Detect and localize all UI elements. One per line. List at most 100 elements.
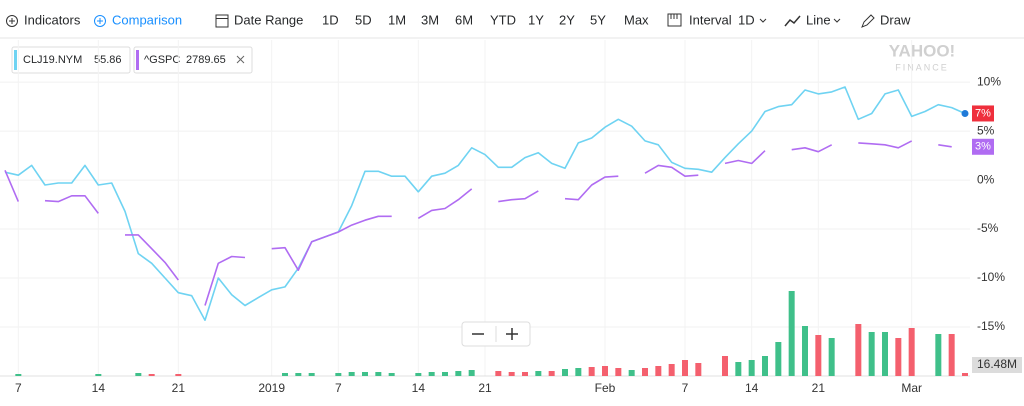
volume-bar bbox=[148, 374, 155, 376]
draw-icon bbox=[861, 14, 875, 28]
volume-bar bbox=[668, 364, 675, 376]
volume-bar bbox=[388, 373, 395, 376]
chevron bbox=[833, 18, 841, 23]
range-button[interactable]: 6M bbox=[455, 12, 473, 27]
legend-symbol: ^GSPC bbox=[144, 54, 180, 66]
x-tick-label: 14 bbox=[412, 381, 426, 395]
volume-bar bbox=[868, 332, 875, 376]
x-tick-label: 14 bbox=[745, 381, 759, 395]
volume-bar bbox=[348, 372, 355, 376]
y-tick-label: 5% bbox=[977, 123, 995, 137]
volume-bar bbox=[882, 332, 888, 376]
end-label: 3% bbox=[975, 141, 991, 153]
plot: 10% 5% 0% -5% -10% -15% 7 14 21 2019 7 14 21 Feb 7 14 21… bbox=[0, 40, 1022, 395]
volume-bar bbox=[575, 368, 582, 376]
y-tick-label: 10% bbox=[977, 74, 1001, 88]
draw-button[interactable]: Draw bbox=[880, 12, 911, 27]
volume-bar bbox=[15, 374, 22, 376]
volume-bar bbox=[428, 372, 435, 376]
x-tick-label: 21 bbox=[812, 381, 826, 395]
volume-bar bbox=[682, 360, 688, 376]
x-tick-label: 7 bbox=[682, 381, 689, 395]
remove-comparison[interactable] bbox=[236, 55, 245, 64]
end-label: 7% bbox=[975, 107, 991, 119]
range-button[interactable]: 1M bbox=[388, 12, 406, 27]
calendar-icon bbox=[215, 14, 229, 28]
x-tick-label: 7 bbox=[335, 381, 342, 395]
y-tick-label: -10% bbox=[977, 270, 1005, 284]
x-tick-label: 21 bbox=[478, 381, 492, 395]
volume-bar bbox=[468, 370, 475, 376]
y-tick-label: -15% bbox=[977, 319, 1005, 333]
volume-bar bbox=[655, 366, 662, 376]
end-label-box bbox=[972, 138, 994, 155]
comparison-button[interactable]: Comparison bbox=[112, 12, 182, 27]
last-point bbox=[961, 109, 969, 117]
volume-bar bbox=[735, 362, 742, 376]
range-button[interactable]: 2Y bbox=[559, 12, 575, 27]
volume-bar bbox=[508, 372, 515, 376]
volume-bar bbox=[908, 328, 915, 376]
volume-bar bbox=[535, 371, 542, 376]
x-tick-label: 21 bbox=[172, 381, 186, 395]
legend-chip[interactable] bbox=[11, 46, 131, 74]
volume-bar bbox=[295, 373, 302, 376]
range-button[interactable]: 3M bbox=[421, 12, 439, 27]
volume-bar bbox=[815, 335, 822, 376]
interval-button[interactable]: 1D bbox=[738, 12, 755, 27]
date-range-button[interactable]: Date Range bbox=[234, 12, 303, 27]
legend-chip[interactable] bbox=[133, 46, 253, 74]
watermark-product: FINANCE bbox=[895, 62, 949, 72]
legend-swatch bbox=[14, 50, 17, 70]
volume-bar bbox=[442, 372, 448, 376]
indicators-button[interactable]: Indicators bbox=[24, 12, 81, 27]
volume-bar bbox=[522, 372, 528, 376]
volume-bar bbox=[775, 342, 782, 376]
volume-bar bbox=[375, 372, 382, 376]
x-tick-label: 7 bbox=[15, 381, 22, 395]
volume-bar bbox=[602, 366, 608, 376]
volume-bar bbox=[802, 326, 808, 376]
x-tick-label: 2019 bbox=[258, 381, 285, 395]
chart-style-button[interactable]: Line bbox=[806, 12, 831, 27]
volume-bar bbox=[642, 368, 648, 376]
volume-bar bbox=[628, 370, 635, 376]
legend-price: 2789.65 bbox=[186, 54, 226, 66]
volume-bar bbox=[135, 373, 142, 376]
legend-swatch bbox=[136, 50, 139, 70]
range-button[interactable]: 5D bbox=[355, 12, 372, 27]
series-line bbox=[4, 140, 952, 306]
volume-bar bbox=[695, 363, 702, 376]
volume-bar bbox=[308, 373, 315, 376]
volume-bar bbox=[175, 374, 182, 376]
toolbar: Indicators Comparison Date Range Interva… bbox=[6, 12, 911, 28]
volume-bar bbox=[762, 356, 768, 376]
volume-bar bbox=[948, 334, 955, 376]
volume-bar bbox=[722, 356, 728, 376]
range-button[interactable]: 5Y bbox=[590, 12, 606, 27]
comparison-icon bbox=[97, 18, 103, 24]
indicators-icon bbox=[9, 18, 15, 24]
y-tick-label: -5% bbox=[977, 221, 999, 235]
watermark-brand: YAHOO! bbox=[889, 41, 955, 60]
x-tick-label: Feb bbox=[595, 381, 616, 395]
volume-bar bbox=[935, 334, 942, 376]
range-button[interactable]: 1D bbox=[322, 12, 339, 27]
comparison-icon bbox=[94, 15, 106, 27]
range-button[interactable]: YTD bbox=[490, 12, 516, 27]
range-button[interactable]: Max bbox=[624, 12, 649, 27]
volume-label: 16.48M bbox=[977, 357, 1017, 371]
legend-price: 55.86 bbox=[94, 54, 122, 66]
volume-label-box bbox=[972, 357, 1022, 373]
volume-bar bbox=[282, 373, 288, 376]
x-tick-label: Mar bbox=[901, 381, 922, 395]
indicators-icon bbox=[6, 15, 18, 27]
volume-bar bbox=[748, 360, 755, 376]
volume-bar bbox=[335, 373, 342, 376]
range-button[interactable]: 1Y bbox=[528, 12, 544, 27]
legend-symbol: CLJ19.NYM bbox=[23, 54, 82, 66]
zoom-in[interactable] bbox=[506, 328, 518, 340]
volume-bar bbox=[415, 373, 422, 376]
